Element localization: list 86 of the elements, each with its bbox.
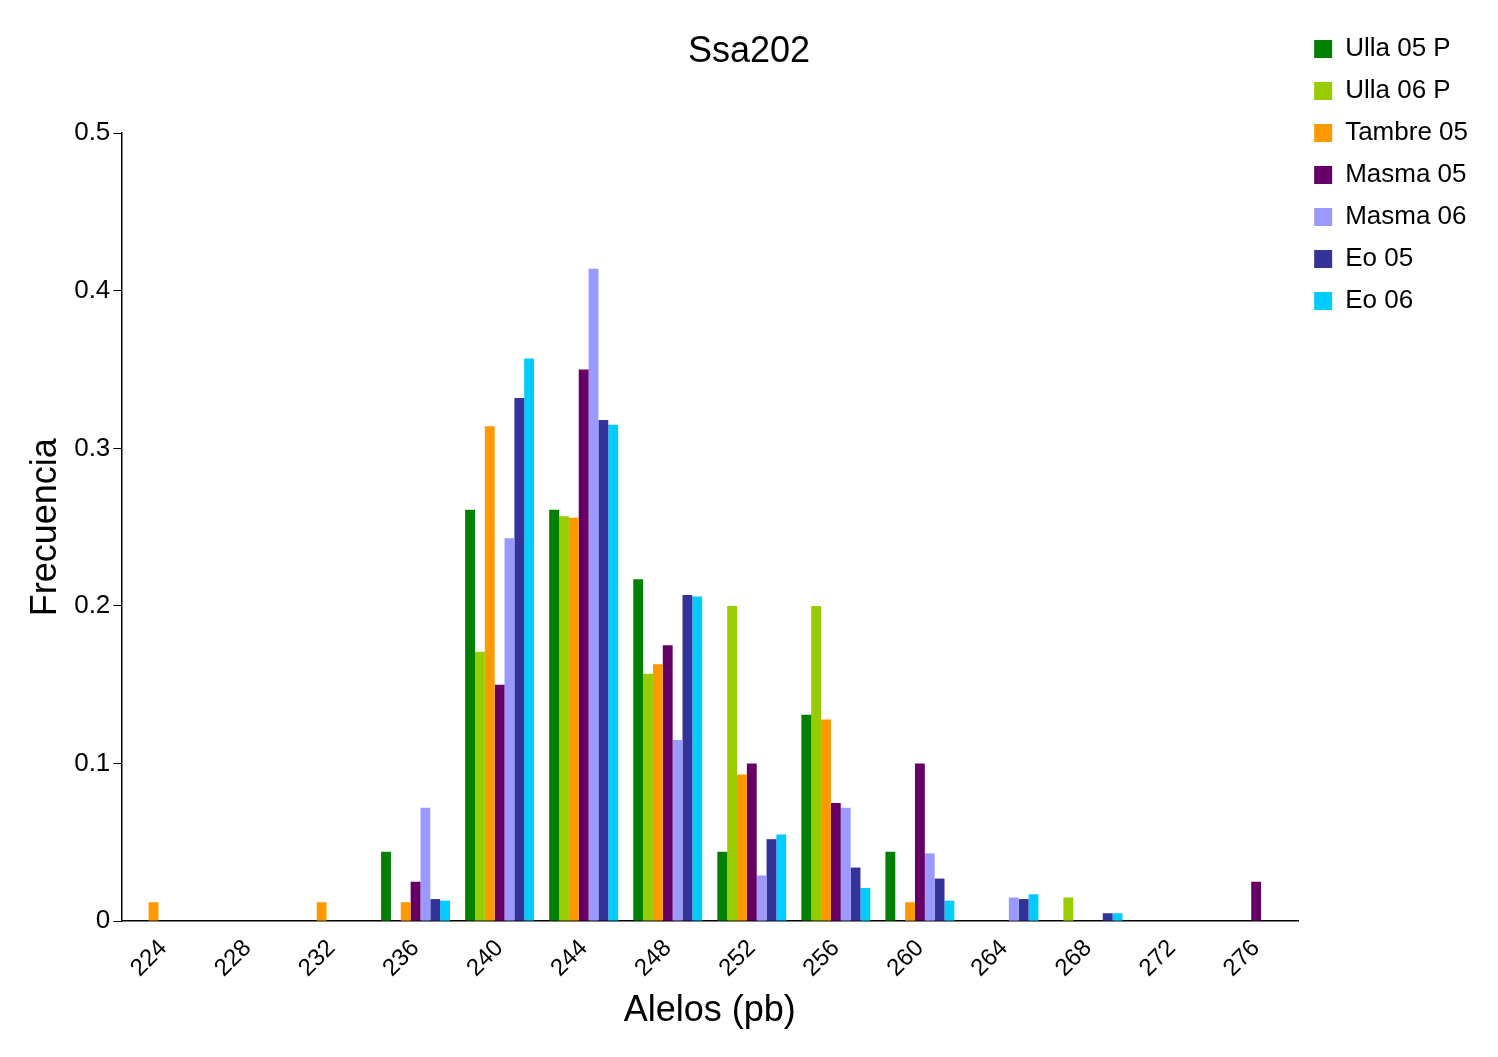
x-tick-label: 248 [628,933,676,981]
bar [524,358,535,921]
bar [662,645,673,921]
y-tick-label: 0.1 [74,746,111,777]
bar [549,509,560,921]
bar [1251,881,1262,921]
bar [766,839,777,921]
bar [588,268,599,921]
bar [860,888,871,921]
chart-title: Ssa202 [687,28,811,70]
x-tick-label: 260 [880,933,929,981]
x-tick-label: 268 [1048,933,1097,981]
x-axis-title: Alelos (pb) [623,988,796,1030]
bar [850,867,861,921]
x-tick-label: 236 [376,933,424,981]
y-tick-label: 0.3 [74,431,111,462]
x-tick-label: 240 [460,933,508,981]
bar [1008,897,1019,921]
y-tick-label: 0.4 [74,273,111,304]
legend-label: Ulla 05 P [1345,32,1451,63]
legend-label: Tambre 05 [1345,116,1468,147]
x-tick-label: 228 [208,933,256,981]
bar [801,714,812,921]
bar [1112,913,1123,921]
y-tick-label: 0 [95,904,111,935]
bar [776,834,787,921]
bar [756,875,767,921]
bar [578,369,589,921]
bar [1018,899,1029,921]
bar [914,763,925,921]
bar [465,509,475,921]
bar [924,853,935,921]
bar [737,774,747,921]
bar [840,807,851,921]
y-tick-label: 0.2 [74,589,111,620]
bar [727,605,738,921]
legend-label: Eo 06 [1345,284,1414,315]
legend-label: Masma 05 [1345,158,1467,189]
x-tick-label: 252 [712,933,760,981]
bar [400,902,411,921]
x-tick-label: 272 [1132,933,1181,981]
bar [494,684,505,921]
bar [430,899,441,921]
bar [514,397,525,921]
bar [811,605,822,921]
bar [598,420,609,921]
x-tick-label: 224 [124,933,172,981]
bar [484,426,495,921]
legend-label: Ulla 06 P [1345,74,1451,105]
bar [643,673,653,921]
bar [682,594,693,921]
bar [1102,913,1113,921]
x-tick-label: 232 [292,933,340,981]
bar [568,517,579,921]
legend-label: Masma 06 [1345,200,1467,231]
x-tick-label: 276 [1216,933,1265,981]
bar [410,881,421,921]
bar [1063,897,1074,921]
y-axis-title: Frecuencia [22,437,64,617]
bar [381,851,391,921]
bar [692,596,703,921]
bar [652,664,663,921]
bar [672,739,683,921]
bar [821,719,831,921]
bar [148,902,159,921]
x-tick-label: 244 [544,933,592,981]
y-tick-label: 0.5 [74,116,111,147]
bar [504,538,515,921]
bar [608,424,619,921]
bar [559,516,569,921]
bar [885,851,896,921]
bar [440,900,451,921]
legend-label: Eo 05 [1345,242,1414,273]
x-tick-label: 264 [964,933,1013,981]
bar [746,763,757,921]
bar [1028,894,1039,921]
x-tick-label: 256 [796,933,845,981]
bar [633,579,644,921]
bar [830,802,841,921]
bar [944,900,955,921]
bar [316,902,327,921]
bar [905,902,915,921]
bar [934,878,945,921]
bar [474,651,485,921]
bar [717,851,728,921]
bar [420,807,431,921]
